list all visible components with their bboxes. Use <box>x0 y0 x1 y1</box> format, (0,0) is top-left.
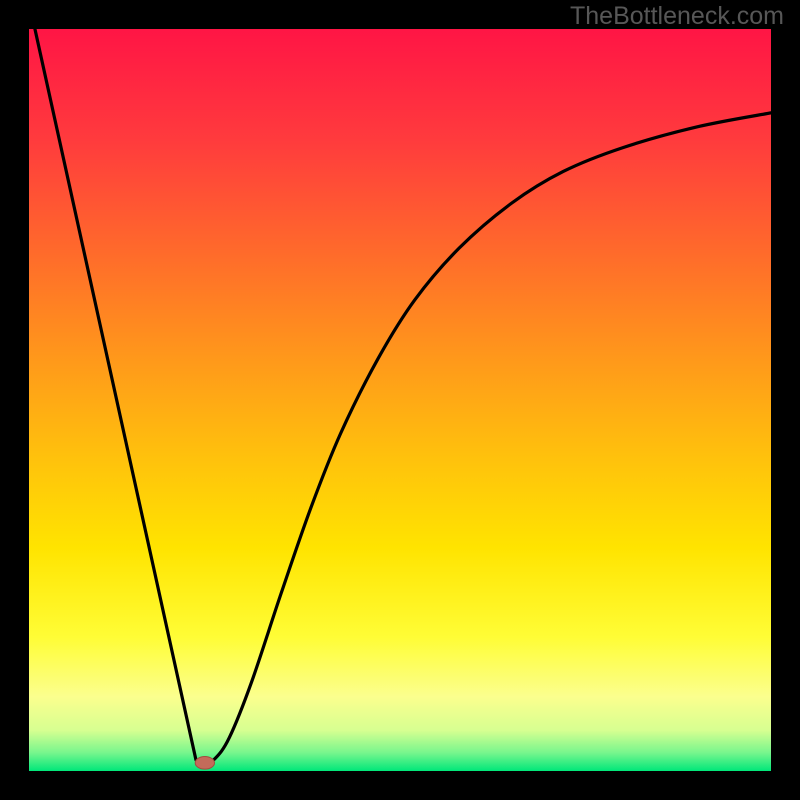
chart-container: TheBottleneck.com <box>0 0 800 800</box>
optimal-point-marker <box>195 757 214 770</box>
gradient-background <box>29 29 771 771</box>
watermark-text: TheBottleneck.com <box>570 2 784 31</box>
bottleneck-chart <box>29 29 771 771</box>
